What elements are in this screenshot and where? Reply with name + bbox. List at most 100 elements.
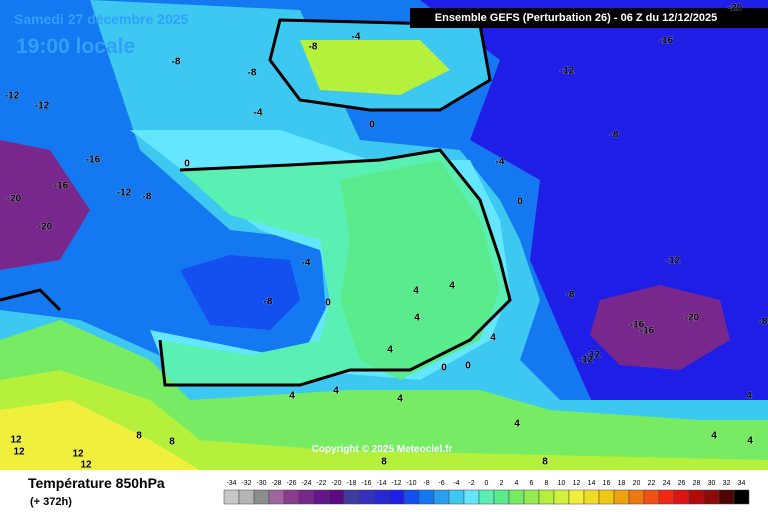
contour-label: 4 bbox=[746, 391, 752, 402]
scale-label: -34 bbox=[226, 480, 236, 487]
color-swatch bbox=[688, 489, 705, 505]
contour-label: 4 bbox=[490, 333, 496, 344]
contour-label: 4 bbox=[397, 394, 403, 405]
contour-label: 8 bbox=[542, 457, 548, 468]
color-swatch bbox=[418, 489, 435, 505]
valid-date: Samedi 27 décembre 2025 bbox=[14, 11, 189, 27]
scale-label: -8 bbox=[423, 480, 429, 487]
scale-label: 4 bbox=[515, 480, 519, 487]
color-swatch bbox=[658, 489, 675, 505]
contour-label: 12 bbox=[80, 460, 92, 471]
contour-label: -20 bbox=[7, 194, 22, 205]
contour-label: -4 bbox=[302, 258, 311, 269]
scale-label: 28 bbox=[693, 480, 701, 487]
contour-label: 8 bbox=[381, 457, 387, 468]
scale-label: -28 bbox=[271, 480, 281, 487]
contour-label: -12 bbox=[35, 101, 50, 112]
field-title: Température 850hPa bbox=[28, 475, 165, 491]
contour-label: -16 bbox=[86, 155, 101, 166]
contour-label: -8 bbox=[172, 57, 181, 68]
contour-label: -8 bbox=[566, 290, 575, 301]
color-swatch bbox=[478, 489, 495, 505]
contour-label: 4 bbox=[387, 345, 393, 356]
color-scale: -34 -32 -30 -28 -26 -24 -22 -20 -18 -16 -14 -12 -10-… bbox=[223, 480, 750, 505]
scale-label: 20 bbox=[633, 480, 641, 487]
lead-time: (+ 372h) bbox=[30, 496, 72, 508]
contour-label: -4 bbox=[352, 32, 361, 43]
contour-label: -12 bbox=[586, 350, 601, 361]
scale-label: -20 bbox=[331, 480, 341, 487]
scale-label: 26 bbox=[678, 480, 686, 487]
color-swatch bbox=[403, 489, 420, 505]
scale-label: 6 bbox=[530, 480, 534, 487]
contour-label: -8 bbox=[309, 42, 318, 53]
scale-label: -32 bbox=[241, 480, 251, 487]
copyright: Copyright © 2025 Meteociel.fr bbox=[312, 444, 453, 455]
color-swatch bbox=[358, 489, 375, 505]
contour-label: 0 bbox=[441, 363, 447, 374]
contour-label: -8 bbox=[759, 317, 768, 328]
color-swatch bbox=[538, 489, 555, 505]
color-swatch bbox=[718, 489, 735, 505]
scale-label: -2 bbox=[468, 480, 474, 487]
contour-label: -8 bbox=[264, 297, 273, 308]
scale-label: -6 bbox=[438, 480, 444, 487]
color-swatch bbox=[568, 489, 585, 505]
contour-label: -16 bbox=[640, 326, 655, 337]
contour-label: -16 bbox=[630, 320, 645, 331]
scale-label: 16 bbox=[603, 480, 611, 487]
color-swatch bbox=[373, 489, 390, 505]
color-swatch bbox=[553, 489, 570, 505]
color-swatch bbox=[313, 489, 330, 505]
valid-time: 19:00 locale bbox=[16, 35, 135, 58]
contour-label: 4 bbox=[449, 281, 455, 292]
contour-label: 4 bbox=[747, 436, 753, 447]
contour-label: -16 bbox=[659, 36, 674, 47]
scale-label: 30 bbox=[708, 480, 716, 487]
scale-label: 24 bbox=[663, 480, 671, 487]
contour-label: 4 bbox=[414, 313, 420, 324]
contour-label: 0 bbox=[465, 361, 471, 372]
contour-label: -4 bbox=[254, 108, 263, 119]
scale-label: -16 bbox=[361, 480, 371, 487]
scale-label: 10 bbox=[558, 480, 566, 487]
scale-label: 34 bbox=[738, 480, 746, 487]
contour-label: -8 bbox=[143, 192, 152, 203]
color-swatch bbox=[463, 489, 480, 505]
color-swatch bbox=[613, 489, 630, 505]
contour-label: -12 bbox=[579, 355, 594, 366]
color-swatch bbox=[583, 489, 600, 505]
contour-label: 4 bbox=[514, 419, 520, 430]
color-swatch bbox=[223, 489, 240, 505]
scale-label: 2 bbox=[500, 480, 504, 487]
scale-label: -22 bbox=[316, 480, 326, 487]
contour-label: -16 bbox=[54, 181, 69, 192]
color-swatch bbox=[733, 489, 750, 505]
contour-label: -20 bbox=[685, 313, 700, 324]
contour-label: 12 bbox=[10, 435, 22, 446]
color-swatch bbox=[448, 489, 465, 505]
contour-label: 0 bbox=[184, 159, 190, 170]
color-swatch bbox=[703, 489, 720, 505]
contour-label: -12 bbox=[560, 66, 575, 77]
scale-label: -26 bbox=[286, 480, 296, 487]
contour-label: 4 bbox=[711, 431, 717, 442]
scale-label: 32 bbox=[723, 480, 731, 487]
color-swatch bbox=[253, 489, 270, 505]
color-swatch bbox=[298, 489, 315, 505]
scale-label: 0 bbox=[485, 480, 489, 487]
color-swatch bbox=[628, 489, 645, 505]
contour-label: -12 bbox=[666, 256, 681, 267]
contour-label: 8 bbox=[136, 431, 142, 442]
contour-labels: -8-8-8-4-40-12-12-16-16-12 -8-20-200-4-8 0… bbox=[4, 2, 768, 499]
contour-label: 0 bbox=[517, 197, 523, 208]
scale-label: -30 bbox=[256, 480, 266, 487]
contour-label: -12 bbox=[5, 91, 20, 102]
color-swatch bbox=[673, 489, 690, 505]
contour-label: -20 bbox=[38, 222, 53, 233]
contour-label: -4 bbox=[496, 157, 505, 168]
color-swatch bbox=[643, 489, 660, 505]
scale-label: -10 bbox=[406, 480, 416, 487]
scale-label: 12 bbox=[573, 480, 581, 487]
